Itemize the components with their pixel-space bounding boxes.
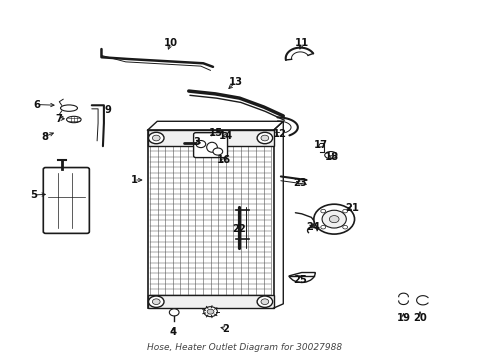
Text: 8: 8 (41, 132, 48, 141)
Circle shape (329, 216, 338, 223)
Text: 11: 11 (294, 38, 308, 48)
Text: 9: 9 (104, 104, 111, 114)
Circle shape (313, 204, 354, 234)
Text: 17: 17 (313, 140, 327, 150)
Ellipse shape (61, 105, 77, 111)
Circle shape (257, 296, 272, 307)
Ellipse shape (66, 116, 81, 123)
Text: 2: 2 (222, 324, 229, 334)
Circle shape (257, 132, 272, 144)
Text: 23: 23 (293, 178, 306, 188)
Circle shape (148, 296, 163, 307)
Bar (147, 294, 273, 308)
Text: 12: 12 (272, 130, 286, 139)
Text: 5: 5 (30, 190, 37, 200)
Circle shape (342, 225, 347, 229)
Circle shape (320, 225, 325, 229)
FancyBboxPatch shape (43, 167, 89, 233)
Text: 7: 7 (56, 114, 62, 124)
Circle shape (207, 309, 214, 314)
Circle shape (148, 132, 163, 144)
Text: 20: 20 (412, 313, 426, 323)
Ellipse shape (206, 142, 217, 152)
Circle shape (261, 299, 268, 305)
Bar (147, 130, 273, 146)
FancyBboxPatch shape (193, 133, 227, 158)
Circle shape (342, 209, 347, 213)
Text: 22: 22 (231, 224, 245, 234)
Text: Hose, Heater Outlet Diagram for 30027988: Hose, Heater Outlet Diagram for 30027988 (146, 342, 342, 351)
Text: 4: 4 (169, 327, 177, 337)
Circle shape (152, 299, 160, 305)
Text: 6: 6 (33, 100, 41, 109)
Text: 10: 10 (163, 38, 178, 48)
Circle shape (322, 210, 346, 228)
Ellipse shape (324, 152, 336, 159)
Text: 14: 14 (219, 131, 233, 140)
Text: 13: 13 (228, 77, 242, 87)
Text: 24: 24 (305, 222, 320, 232)
Text: 1: 1 (130, 175, 137, 185)
Text: 19: 19 (396, 313, 410, 323)
Circle shape (320, 209, 325, 213)
Circle shape (213, 148, 222, 155)
Bar (147, 130, 273, 308)
Circle shape (203, 307, 217, 317)
Circle shape (152, 135, 160, 141)
Circle shape (261, 135, 268, 141)
Text: 16: 16 (217, 156, 231, 166)
Circle shape (169, 309, 179, 316)
Circle shape (196, 140, 205, 148)
Text: 15: 15 (208, 128, 222, 138)
Wedge shape (288, 273, 315, 283)
Text: 3: 3 (193, 136, 200, 147)
Text: 21: 21 (345, 203, 358, 213)
Text: 25: 25 (293, 275, 306, 285)
Text: 18: 18 (324, 152, 338, 162)
